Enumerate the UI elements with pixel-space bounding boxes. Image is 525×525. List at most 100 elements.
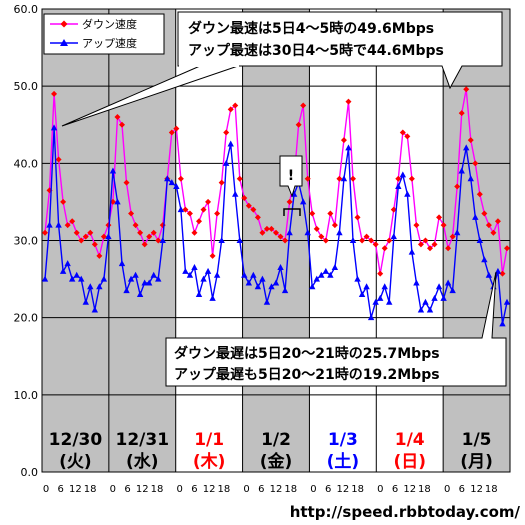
x-tick-label: 12 — [470, 484, 483, 495]
legend: ダウン速度 アップ速度 — [43, 13, 165, 55]
down-point — [241, 195, 248, 202]
up-point — [46, 221, 53, 228]
y-tick-label: 10.0 — [14, 389, 39, 402]
down-point — [155, 237, 162, 244]
y-tick-label: 40.0 — [14, 157, 39, 170]
up-point — [413, 279, 420, 286]
up-point — [318, 271, 325, 278]
up-point — [349, 237, 357, 243]
day-date-label: 1/5 — [462, 430, 492, 450]
down-point — [236, 175, 243, 182]
up-point — [182, 267, 189, 274]
x-axis-hour-ticks: 0 6 12 18 0 6 12 18 0 6 12 18 0 6 12 18 0 6 12 18 0 6 12 18 0 6 12… — [43, 484, 498, 495]
down-point — [96, 252, 103, 259]
up-point — [386, 298, 393, 305]
up-point — [213, 271, 221, 278]
down-point — [458, 110, 465, 117]
up-point — [426, 306, 434, 313]
day-weekday-label: (木) — [193, 451, 226, 472]
down-point — [427, 245, 433, 252]
down-point — [73, 229, 80, 236]
down-point — [114, 114, 121, 121]
up-point — [118, 260, 126, 267]
up-point — [476, 237, 484, 243]
up-point — [259, 275, 266, 282]
x-tick-label: 12 — [270, 484, 283, 495]
down-point — [209, 252, 216, 259]
up-point — [159, 237, 166, 243]
up-point — [55, 221, 62, 228]
down-point — [218, 179, 225, 186]
down-point — [150, 229, 157, 236]
up-point — [73, 271, 80, 278]
up-point — [444, 279, 452, 286]
callouts: ダウン最速は5日4～5時の49.6Mbps アップ最速は30日4～5時で44.6… — [61, 11, 507, 387]
down-point — [51, 90, 58, 97]
bottom-callout-line2: アップ最遅も5日20～21時の19.2Mbps — [174, 366, 440, 383]
down-point — [304, 175, 311, 182]
x-tick-label: 0 — [43, 484, 49, 495]
up-point — [141, 279, 148, 286]
up-point — [155, 275, 162, 282]
up-point — [59, 267, 67, 274]
x-tick-label: 12 — [336, 484, 349, 495]
legend-up-marker — [60, 39, 68, 46]
down-point — [431, 241, 438, 248]
up-point — [381, 283, 388, 290]
bracket-icon — [283, 208, 301, 216]
day-weekday-label: (水) — [126, 451, 159, 472]
up-point — [218, 237, 225, 243]
down-point — [463, 86, 470, 93]
down-point — [322, 237, 329, 244]
down-point — [390, 206, 397, 213]
gridlines — [42, 9, 510, 472]
down-point — [263, 225, 270, 232]
down-point — [78, 237, 85, 244]
up-point — [123, 287, 130, 294]
down-point — [277, 233, 284, 240]
up-point — [331, 264, 339, 271]
down-point — [336, 175, 343, 182]
down-point — [196, 218, 202, 225]
day-labels: 12/30(火) 12/31(水) 1/1(木) 1/2(金) 1/3(土) 1/4(日)… — [49, 430, 493, 472]
up-point — [132, 271, 139, 278]
down-point — [282, 237, 289, 244]
y-axis-ticks: 0.0 10.0 20.0 30.0 40.0 50.0 60.0 — [14, 3, 39, 479]
bottom-callout-line1: ダウン最遅は5日20～21時の25.7Mbps — [174, 345, 440, 362]
up-point — [136, 291, 144, 298]
up-point — [299, 198, 307, 205]
down-point — [300, 102, 307, 109]
down-point — [286, 198, 293, 205]
up-point — [395, 182, 402, 189]
legend-up-label: アップ速度 — [82, 36, 137, 50]
x-tick-label: 18 — [284, 484, 297, 495]
x-tick-label: 0 — [110, 484, 116, 495]
up-point — [91, 306, 99, 313]
x-tick-label: 18 — [351, 484, 364, 495]
x-tick-label: 18 — [84, 484, 97, 495]
x-tick-label: 18 — [485, 484, 498, 495]
up-point — [50, 124, 58, 131]
up-point — [358, 291, 366, 298]
up-point — [390, 233, 397, 240]
day-date-label: 1/1 — [194, 430, 224, 450]
top-callout-line1: ダウン最速は5日4～5時の49.6Mbps — [188, 20, 434, 37]
down-point — [273, 229, 279, 236]
top-callout-mask — [179, 60, 239, 67]
down-point — [128, 210, 135, 217]
down-point — [91, 241, 98, 248]
down-point — [173, 125, 180, 132]
x-tick-label: 12 — [136, 484, 149, 495]
x-tick-label: 0 — [177, 484, 183, 495]
up-point — [195, 291, 203, 298]
down-point — [132, 222, 139, 229]
up-point — [227, 140, 234, 147]
top-callout-line2: アップ最速は30日4～5時で44.6Mbps — [188, 42, 444, 59]
x-tick-label: 18 — [151, 484, 164, 495]
up-point — [286, 229, 293, 236]
up-point — [399, 171, 407, 178]
up-point — [327, 271, 334, 278]
down-point — [472, 160, 479, 167]
day-weekday-label: (日) — [393, 452, 426, 472]
